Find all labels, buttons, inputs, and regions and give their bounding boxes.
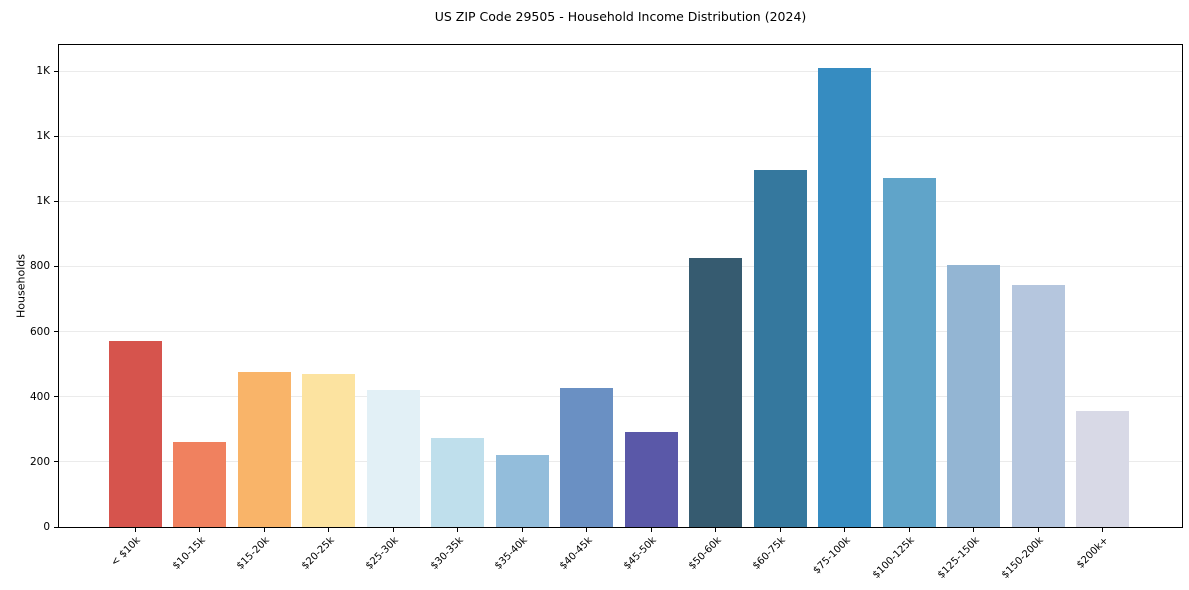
x-tick-mark: [328, 528, 330, 532]
bar-$25-30k: [366, 389, 420, 527]
x-tick-mark: [779, 528, 781, 532]
bar-$75-100k: [818, 67, 872, 527]
y-tick-mark: [54, 331, 58, 333]
gridline: [59, 396, 1182, 398]
bar-$200k+: [1076, 411, 1130, 527]
x-tick-mark: [134, 528, 136, 532]
x-tick-mark: [650, 528, 652, 532]
gridline: [59, 461, 1182, 463]
x-tick-mark: [1037, 528, 1039, 532]
x-tick-mark: [715, 528, 717, 532]
x-tick-mark: [457, 528, 459, 532]
x-tick-mark: [586, 528, 588, 532]
bar-$20-25k: [302, 373, 356, 527]
y-tick-label: 1K: [36, 195, 50, 208]
bar-$35-40k: [495, 455, 549, 527]
x-tick-mark: [392, 528, 394, 532]
bar-$45-50k: [624, 432, 678, 527]
y-tick-label: 0: [43, 521, 50, 533]
chart-title: US ZIP Code 29505 - Household Income Dis…: [434, 9, 807, 24]
x-tick-mark: [1102, 528, 1104, 532]
plot-area: [58, 44, 1183, 528]
bar-$150-200k: [1011, 285, 1065, 527]
bar-< $10k: [108, 341, 162, 527]
y-tick-mark: [54, 70, 58, 72]
y-tick-mark: [54, 461, 58, 463]
gridline: [59, 135, 1182, 137]
y-tick-mark: [54, 200, 58, 202]
gridline: [59, 70, 1182, 72]
bar-$30-35k: [431, 438, 485, 527]
x-tick-mark: [973, 528, 975, 532]
y-tick-mark: [54, 265, 58, 267]
bar-$50-60k: [689, 258, 743, 527]
y-tick-label: 600: [29, 325, 50, 338]
x-tick-mark: [263, 528, 265, 532]
x-tick-mark: [844, 528, 846, 532]
bar-$60-75k: [753, 170, 807, 527]
y-tick-label: 400: [29, 390, 50, 403]
y-tick-mark: [54, 135, 58, 137]
gridline: [59, 331, 1182, 333]
x-tick-mark: [908, 528, 910, 532]
bar-$40-45k: [560, 387, 614, 527]
y-tick-label: 200: [29, 455, 50, 468]
bar-$100-125k: [882, 177, 936, 527]
y-tick-label: 800: [29, 260, 50, 273]
y-tick-label: 1K: [36, 65, 50, 78]
y-tick-label: 1K: [36, 130, 50, 143]
bar-$125-150k: [947, 264, 1001, 527]
x-tick-mark: [521, 528, 523, 532]
y-tick-mark: [54, 526, 58, 528]
x-tick-mark: [199, 528, 201, 532]
bar-$15-20k: [237, 371, 291, 527]
x-tick-label: < $10k: [109, 535, 144, 569]
y-tick-mark: [54, 396, 58, 398]
gridline: [59, 265, 1182, 267]
bar-$10-15k: [173, 441, 227, 527]
gridline: [59, 200, 1182, 202]
